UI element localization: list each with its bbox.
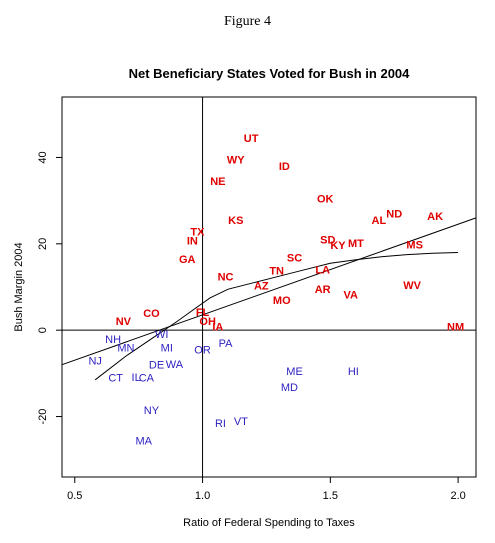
- state-label-mi: MI: [161, 342, 173, 354]
- y-tick-label: -20: [37, 409, 49, 425]
- state-label-nd: ND: [386, 209, 402, 221]
- state-label-me: ME: [286, 366, 303, 378]
- x-tick-label: 1.5: [323, 490, 338, 502]
- figure-label: Figure 4: [223, 14, 272, 29]
- x-tick-label: 0.5: [67, 490, 82, 502]
- state-label-md: MD: [281, 382, 298, 394]
- state-label-ms: MS: [406, 240, 423, 252]
- state-label-ky: KY: [330, 240, 346, 252]
- state-label-sd: SD: [320, 235, 335, 247]
- state-label-va: VA: [344, 289, 359, 301]
- state-label-nc: NC: [218, 272, 234, 284]
- state-label-or: OR: [194, 345, 211, 357]
- y-axis-label: Bush Margin 2004: [13, 242, 25, 331]
- state-label-nv: NV: [116, 316, 132, 328]
- state-label-ct: CT: [108, 373, 123, 385]
- state-label-ri: RI: [215, 418, 226, 430]
- state-label-ks: KS: [228, 215, 243, 227]
- state-label-hi: HI: [348, 366, 359, 378]
- state-label-id: ID: [279, 161, 290, 173]
- x-axis-label: Ratio of Federal Spending to Taxes: [183, 517, 355, 529]
- state-label-ok: OK: [317, 193, 334, 205]
- state-label-de: DE: [149, 360, 164, 372]
- fit-lines: [61, 217, 477, 381]
- state-label-ny: NY: [144, 405, 160, 417]
- state-label-ma: MA: [136, 435, 153, 447]
- state-label-oh: OH: [199, 316, 216, 328]
- state-label-ga: GA: [179, 254, 196, 266]
- x-tick-label: 2.0: [450, 490, 465, 502]
- reference-lines: [62, 97, 476, 477]
- state-label-wa: WA: [166, 359, 184, 371]
- state-label-wv: WV: [403, 280, 421, 292]
- state-label-pa: PA: [219, 338, 234, 350]
- chart-title: Net Beneficiary States Voted for Bush in…: [129, 66, 411, 81]
- state-label-mt: MT: [348, 238, 364, 250]
- state-label-mo: MO: [273, 295, 291, 307]
- state-label-nj: NJ: [88, 355, 101, 367]
- state-label-ia: IA: [212, 322, 223, 334]
- state-label-nm: NM: [447, 322, 464, 334]
- state-label-az: AZ: [254, 281, 269, 293]
- state-label-la: LA: [315, 265, 330, 277]
- state-label-tx: TX: [190, 227, 205, 239]
- state-label-vt: VT: [234, 416, 248, 428]
- state-label-ar: AR: [315, 284, 331, 296]
- state-label-fl: FL: [196, 307, 210, 319]
- state-label-in: IN: [187, 235, 198, 247]
- state-label-nh: NH: [105, 334, 121, 346]
- linear-fit-line: [61, 217, 477, 366]
- state-label-co: CO: [143, 308, 160, 320]
- state-label-al: AL: [372, 215, 387, 227]
- state-label-ak: AK: [427, 211, 443, 223]
- state-label-tn: TN: [269, 266, 284, 278]
- y-axis: -20 0 20 40: [37, 151, 62, 424]
- smooth-fit-line: [94, 252, 459, 381]
- y-tick-label: 20: [37, 238, 49, 250]
- state-label-wy: WY: [227, 155, 245, 167]
- state-label-mn: MN: [117, 342, 134, 354]
- x-axis: 0.5 1.0 1.5 2.0: [67, 477, 466, 502]
- x-tick-label: 1.0: [195, 490, 210, 502]
- state-label-wi: WI: [155, 329, 168, 341]
- y-tick-label: 40: [37, 151, 49, 163]
- state-label-ne: NE: [210, 176, 225, 188]
- state-label-ca: CA: [139, 373, 155, 385]
- state-label-sc: SC: [287, 253, 302, 265]
- y-tick-label: 0: [37, 327, 49, 333]
- plot-frame: [61, 96, 477, 478]
- state-label-ut: UT: [244, 133, 259, 145]
- state-label-il: IL: [132, 372, 141, 384]
